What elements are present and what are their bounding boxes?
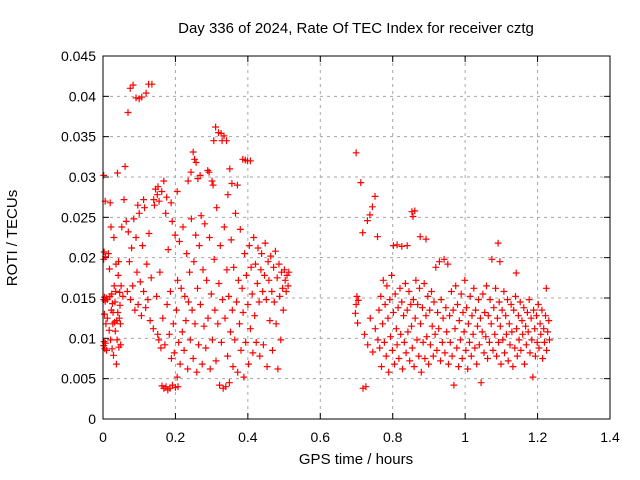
x-tick-label: 0.8	[383, 429, 403, 445]
y-tick-label: 0.02	[69, 250, 96, 266]
y-tick-label: 0	[88, 411, 96, 427]
x-tick-label: 0	[99, 429, 107, 445]
y-tick-label: 0.03	[69, 169, 96, 185]
y-tick-label: 0.035	[61, 129, 96, 145]
plot-border	[102, 55, 611, 420]
x-tick-label: 1.4	[600, 429, 620, 445]
scatter-plus-markers	[100, 80, 553, 394]
y-tick-label: 0.04	[69, 88, 96, 104]
y-tick-label: 0.01	[69, 330, 96, 346]
y-tick-label: 0.045	[61, 48, 96, 64]
x-tick-label: 1	[461, 429, 469, 445]
x-tick-label: 1.2	[528, 429, 548, 445]
axis-tick-labels: 0 0.2 0.4 0.6 0.8 1 1.2 1.4 0 0.005 0.01 0.015 0.02 0…	[61, 48, 620, 445]
x-tick-label: 0.2	[166, 429, 186, 445]
x-axis-label: GPS time / hours	[299, 451, 413, 468]
y-tick-label: 0.015	[61, 290, 96, 306]
x-tick-label: 0.4	[238, 429, 258, 445]
y-axis-label: ROTI / TECUs	[4, 190, 21, 286]
y-tick-label: 0.005	[61, 371, 96, 387]
chart-title: Day 336 of 2024, Rate Of TEC Index for r…	[178, 20, 534, 37]
data-points	[100, 80, 553, 394]
x-tick-label: 0.6	[311, 429, 331, 445]
y-tick-label: 0.025	[61, 209, 96, 225]
